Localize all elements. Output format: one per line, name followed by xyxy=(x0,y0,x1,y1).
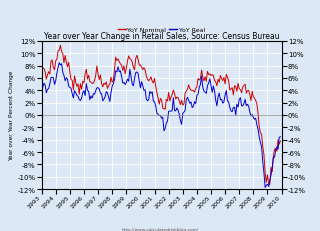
Title: Year over Year Change in Retail Sales, Source: Census Bureau: Year over Year Change in Retail Sales, S… xyxy=(44,32,279,41)
Text: http://www.calculatedriskblog.com/: http://www.calculatedriskblog.com/ xyxy=(121,227,199,231)
Y-axis label: Year over Year Percent Change: Year over Year Percent Change xyxy=(10,70,14,161)
Legend: YoY Nominal, YoY Real: YoY Nominal, YoY Real xyxy=(116,25,208,36)
